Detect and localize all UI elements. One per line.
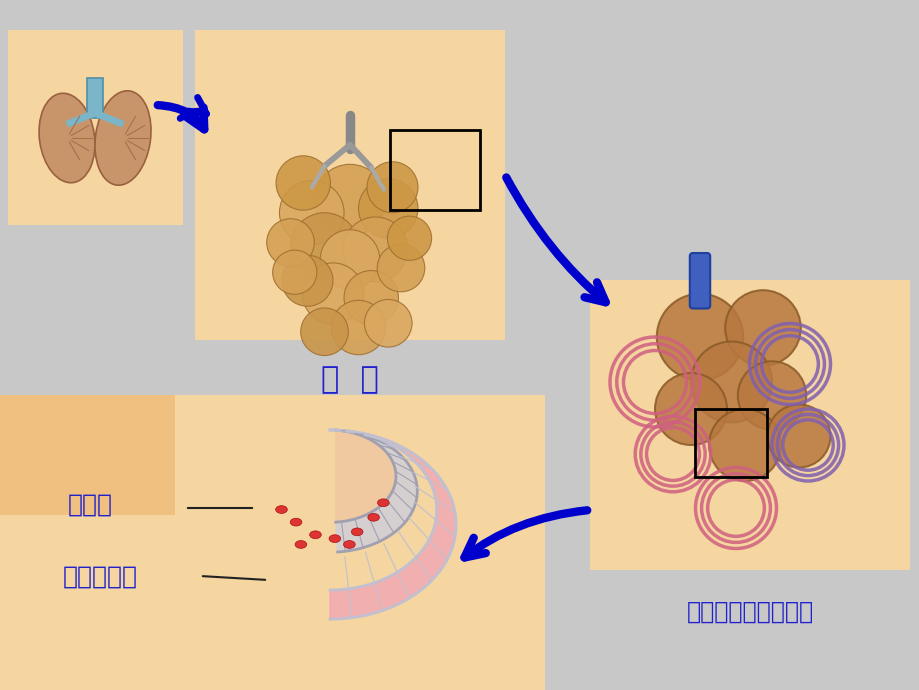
Circle shape <box>377 244 425 292</box>
Circle shape <box>267 219 314 266</box>
Circle shape <box>279 181 344 245</box>
FancyArrowPatch shape <box>464 511 586 558</box>
Text: 毛细血管壁: 毛细血管壁 <box>62 565 137 589</box>
Polygon shape <box>335 430 417 552</box>
Circle shape <box>367 161 417 213</box>
FancyArrowPatch shape <box>157 105 204 129</box>
Circle shape <box>737 362 805 430</box>
Circle shape <box>301 308 348 355</box>
Bar <box>390 130 480 210</box>
Circle shape <box>387 216 431 260</box>
Circle shape <box>343 217 407 282</box>
Ellipse shape <box>295 540 306 549</box>
Ellipse shape <box>310 531 321 539</box>
Text: 肺泡壁: 肺泡壁 <box>67 493 112 517</box>
Bar <box>87 78 103 118</box>
FancyBboxPatch shape <box>8 30 183 225</box>
Ellipse shape <box>329 535 340 542</box>
Circle shape <box>302 263 363 324</box>
Circle shape <box>344 270 398 325</box>
Polygon shape <box>335 430 395 522</box>
Text: 肺  泡: 肺 泡 <box>321 365 379 394</box>
Circle shape <box>690 342 771 422</box>
Ellipse shape <box>343 540 355 549</box>
Circle shape <box>364 299 412 347</box>
Ellipse shape <box>377 499 389 506</box>
FancyBboxPatch shape <box>0 395 175 515</box>
Ellipse shape <box>95 91 151 185</box>
Circle shape <box>290 213 358 281</box>
Circle shape <box>766 404 830 468</box>
Polygon shape <box>330 430 456 619</box>
FancyBboxPatch shape <box>689 253 709 308</box>
Circle shape <box>276 156 330 210</box>
Circle shape <box>724 290 800 366</box>
Circle shape <box>282 255 333 306</box>
Ellipse shape <box>276 506 287 513</box>
Circle shape <box>654 373 726 445</box>
Circle shape <box>314 164 385 236</box>
Circle shape <box>709 409 780 481</box>
Circle shape <box>320 230 380 289</box>
Ellipse shape <box>289 518 301 526</box>
Text: 肺泡及周围毛细血管: 肺泡及周围毛细血管 <box>686 600 812 624</box>
FancyArrowPatch shape <box>505 177 605 302</box>
Circle shape <box>331 300 385 355</box>
Ellipse shape <box>351 528 363 535</box>
Ellipse shape <box>39 93 95 183</box>
Bar <box>695 409 766 477</box>
Circle shape <box>272 250 316 295</box>
FancyBboxPatch shape <box>589 280 909 570</box>
FancyBboxPatch shape <box>0 395 544 690</box>
Circle shape <box>358 179 417 238</box>
Circle shape <box>656 294 743 380</box>
Ellipse shape <box>368 513 379 521</box>
FancyBboxPatch shape <box>195 30 505 340</box>
